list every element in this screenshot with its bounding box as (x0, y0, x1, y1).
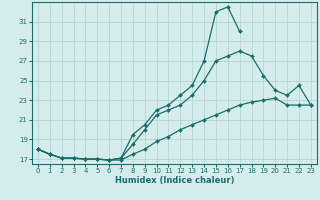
X-axis label: Humidex (Indice chaleur): Humidex (Indice chaleur) (115, 176, 234, 185)
